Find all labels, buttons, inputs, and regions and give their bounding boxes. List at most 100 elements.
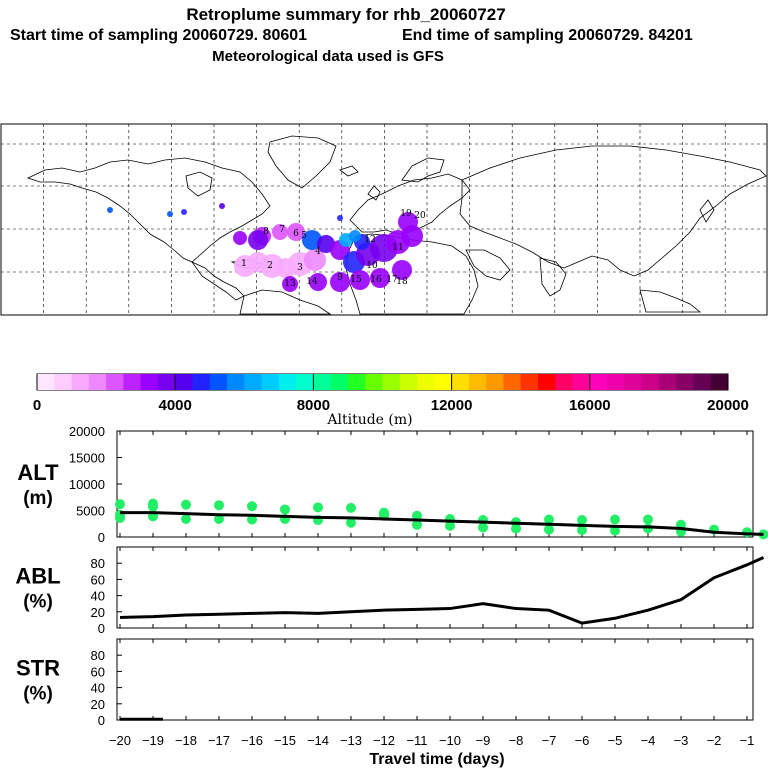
colorbar-cell	[331, 374, 349, 390]
x-tick-label: −6	[575, 733, 590, 748]
colorbar-cells	[37, 374, 728, 390]
plume-blob	[349, 230, 361, 242]
colorbar-tick-label: 4000	[159, 397, 192, 414]
plume-day-label: 14	[306, 277, 318, 287]
panel-frame	[117, 639, 753, 720]
plume-day-label: 7	[279, 225, 285, 235]
y-tick-label: 60	[91, 572, 105, 587]
colorbar-cell	[503, 374, 521, 390]
panel-ylabel-bottom: (%)	[23, 592, 53, 613]
y-tick-label: 20	[91, 697, 105, 712]
panel-ylabel-top: STR	[16, 656, 60, 681]
y-tick-label: 80	[91, 556, 105, 571]
colorbar-cell	[262, 374, 280, 390]
plume-day-label: 8	[263, 227, 269, 237]
altitude-point	[247, 501, 257, 511]
x-tick-label: −12	[373, 733, 395, 748]
plume-blob	[337, 215, 343, 221]
colorbar-cell	[383, 374, 401, 390]
x-tick-label: −2	[707, 733, 722, 748]
end-time-label: End time of sampling 20060729. 84201	[402, 27, 693, 44]
panel-ylabel-bottom: (m)	[23, 488, 53, 509]
panel-ylabel-bottom: (%)	[23, 684, 53, 705]
plume-day-label: 20	[414, 211, 426, 221]
colorbar-cell	[486, 374, 504, 390]
altitude-point	[280, 504, 290, 514]
colorbar-cell	[521, 374, 539, 390]
colorbar-cell	[434, 374, 452, 390]
plume-day-label: 3	[297, 263, 303, 273]
y-tick-label: 15000	[69, 451, 105, 466]
y-tick-label: 40	[91, 681, 105, 696]
colorbar-tick-label: 12000	[431, 397, 473, 414]
x-tick-label: −16	[241, 733, 263, 748]
x-tick-label: −7	[542, 733, 557, 748]
y-tick-label: 60	[91, 664, 105, 679]
y-tick-label: 80	[91, 648, 105, 663]
colorbar-cell	[192, 374, 210, 390]
x-tick-label: −19	[142, 733, 164, 748]
plume-day-label: 1	[241, 259, 247, 269]
colorbar-tick-label: 20000	[707, 397, 749, 414]
colorbar-cell	[37, 374, 55, 390]
plume-day-label: 2	[267, 261, 273, 271]
plume-day-label: 18	[396, 277, 408, 287]
y-tick-label: 5000	[76, 504, 105, 519]
colorbar-cell	[642, 374, 660, 390]
altitude-point	[115, 513, 125, 523]
colorbar-label: Altitude (m)	[326, 412, 412, 428]
plume-blob	[107, 207, 113, 213]
y-tick-label: 10000	[69, 477, 105, 492]
colorbar-cell	[555, 374, 573, 390]
plume-day-label: 6	[293, 229, 299, 239]
x-tick-label: −14	[307, 733, 329, 748]
colorbar-cell	[365, 374, 383, 390]
plume-day-label: 9	[337, 273, 343, 283]
panel-ylabel-top: ALT	[17, 460, 59, 485]
x-tick-label: −20	[109, 733, 131, 748]
colorbar-cell	[469, 374, 487, 390]
colorbar-cell	[624, 374, 642, 390]
colorbar-cell	[573, 374, 591, 390]
plume-blob	[181, 209, 187, 215]
plume-day-label: 13	[284, 279, 296, 289]
panel-ylabel-top: ABL	[15, 564, 60, 589]
colorbar-cell	[313, 374, 331, 390]
altitude-point	[148, 502, 158, 512]
altitude-point	[544, 525, 554, 535]
colorbar-cell	[244, 374, 262, 390]
colorbar-cell	[141, 374, 159, 390]
colorbar-cell	[106, 374, 124, 390]
altitude-point	[346, 503, 356, 513]
x-tick-label: −18	[175, 733, 197, 748]
x-tick-label: −9	[476, 733, 491, 748]
altitude-point	[643, 515, 653, 525]
x-tick-label: −4	[641, 733, 656, 748]
colorbar-cell	[296, 374, 314, 390]
altitude-point	[181, 514, 191, 524]
colorbar-cell	[538, 374, 556, 390]
colorbar-tick-label: 8000	[297, 397, 330, 414]
figure-title: Retroplume summary for rhb_20060727	[186, 5, 505, 24]
colorbar-cell	[348, 374, 366, 390]
plume-day-label: 11	[392, 243, 403, 253]
plume-day-label: 4	[315, 247, 321, 257]
colorbar-cell	[676, 374, 694, 390]
colorbar-cell	[123, 374, 141, 390]
altitude-point	[181, 500, 191, 510]
x-tick-label: −1	[740, 733, 755, 748]
y-tick-label: 0	[98, 530, 105, 545]
colorbar-cell	[158, 374, 176, 390]
colorbar-tick-label: 16000	[569, 397, 611, 414]
plume-day-label: 15	[350, 275, 362, 285]
x-tick-label: −3	[674, 733, 689, 748]
colorbar-cell	[417, 374, 435, 390]
plume-blob	[219, 203, 225, 209]
x-tick-label: −5	[608, 733, 623, 748]
colorbar-cell	[54, 374, 72, 390]
y-tick-label: 20	[91, 605, 105, 620]
altitude-point	[610, 515, 620, 525]
